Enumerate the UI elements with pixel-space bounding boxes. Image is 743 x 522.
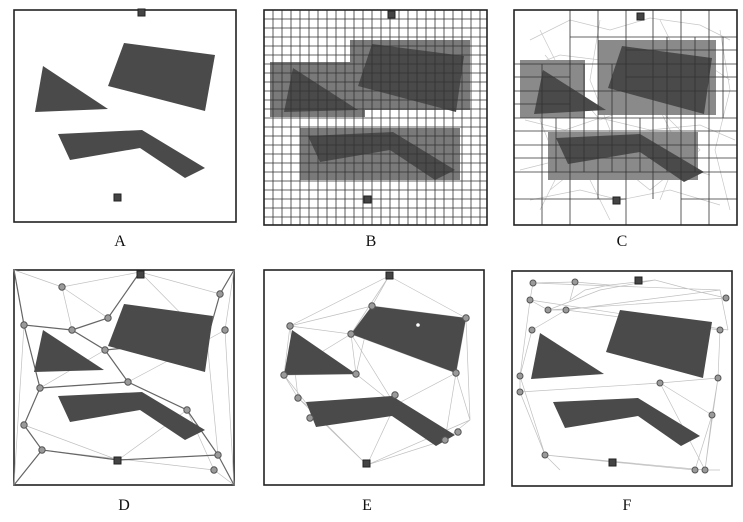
panel-d <box>13 269 235 486</box>
panel-label-c: C <box>617 233 628 250</box>
panel-a-frame <box>13 9 237 223</box>
sampled-nodes <box>516 278 730 474</box>
uniform-grid <box>264 10 487 225</box>
quadtree-cells <box>514 10 737 225</box>
start-marker <box>362 459 371 468</box>
panel-label-e: E <box>362 497 372 514</box>
obstacle-quadrilateral <box>108 43 215 111</box>
roadmap-nodes <box>20 283 229 474</box>
obstacle-vertices <box>280 302 470 444</box>
panel-f <box>511 270 733 487</box>
panel-e <box>263 269 485 486</box>
panel-label-a: A <box>114 233 126 250</box>
obstacle-triangle <box>531 333 604 379</box>
panel-c <box>513 9 738 226</box>
panel-b <box>263 9 488 226</box>
start-marker <box>363 195 372 204</box>
obstacle-bent-bar <box>58 392 205 440</box>
obstacle-triangle <box>35 66 108 112</box>
panel-d-frame <box>13 269 235 486</box>
goal-marker <box>137 8 146 17</box>
obstacle-triangle <box>34 330 104 372</box>
goal-marker <box>136 270 145 279</box>
obstacle-triangle <box>284 330 356 375</box>
panel-a <box>13 8 237 223</box>
panel-label-d: D <box>118 497 130 514</box>
panel-c-frame <box>513 9 738 226</box>
start-marker <box>113 193 122 202</box>
obstacle-quadrilateral <box>351 306 466 373</box>
obstacle-quadrilateral <box>608 46 712 114</box>
goal-marker <box>634 276 643 285</box>
panel-b-frame <box>263 9 488 226</box>
panel-label-b: B <box>366 233 377 250</box>
obstacle-quadrilateral <box>606 310 712 378</box>
obstacle-bent-bar <box>58 130 205 178</box>
highlight-point <box>416 323 420 327</box>
panel-label-f: F <box>623 497 632 514</box>
start-marker <box>612 196 621 205</box>
start-marker <box>113 456 122 465</box>
obstacle-bent-bar <box>553 398 700 446</box>
start-marker <box>608 458 617 467</box>
obstacle-triangle <box>284 68 358 112</box>
goal-marker <box>387 10 396 19</box>
obstacle-quadrilateral <box>108 304 213 372</box>
goal-marker <box>385 271 394 280</box>
obstacle-bent-bar <box>306 396 455 446</box>
obstacle-quadrilateral <box>358 44 464 112</box>
goal-marker <box>636 12 645 21</box>
